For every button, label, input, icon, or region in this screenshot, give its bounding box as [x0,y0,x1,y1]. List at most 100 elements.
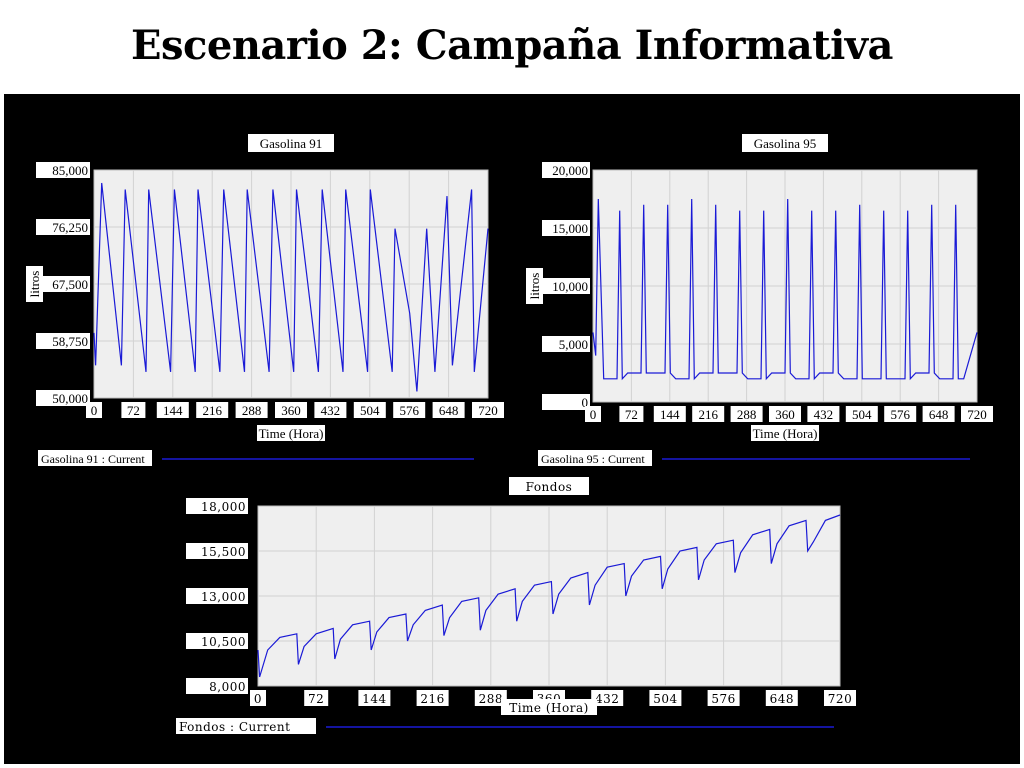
x-tick-label: 432 [595,692,619,706]
legend-label: Gasolina 95 : Current [541,452,645,466]
y-tick-label: 15,500 [201,545,246,559]
x-tick-label: 72 [308,692,324,706]
x-tick-label: 720 [478,403,498,418]
series-line-0 [93,182,489,392]
x-tick-box [196,402,229,418]
x-tick-label: 504 [852,407,872,422]
y-tick-label: 18,000 [201,500,246,514]
x-axis-label-box [257,425,325,441]
y-tick-label: 76,250 [52,220,88,235]
x-tick-box [304,690,329,706]
y-tick-box [542,162,590,178]
y-tick-box [186,588,248,604]
series-line-0 [257,514,841,678]
x-tick-label: 360 [775,407,795,422]
y-tick-label: 20,000 [552,163,588,178]
chart-panel: Gasolina 91 85,000 76,250 67,500 58,750 50,00… [4,94,1020,764]
chart-title: Gasolina 95 [754,136,816,151]
x-tick-box [769,406,801,422]
chart-title-box [509,477,589,495]
legend-box [38,450,152,466]
x-tick-box [393,402,426,418]
x-tick-label: 288 [479,692,503,706]
x-tick-label: 576 [711,692,735,706]
x-tick-box [156,402,189,418]
y-tick-label: 0 [582,395,589,410]
x-tick-label: 648 [770,692,794,706]
x-tick-box [474,690,507,706]
x-tick-box [250,690,266,706]
x-tick-label: 216 [202,403,222,418]
y-tick-box [186,633,248,649]
y-tick-box [542,394,590,410]
charts-canvas: Gasolina 91 85,000 76,250 67,500 58,750 50,00… [26,134,993,734]
x-tick-label: 0 [91,403,98,418]
series-line-0 [592,198,978,381]
x-axis-label-box [751,425,819,441]
x-tick-box [314,402,347,418]
x-tick-box [591,690,624,706]
x-tick-box [275,402,307,418]
y-tick-label: 50,000 [52,391,88,406]
x-tick-label: 144 [660,407,680,422]
x-tick-box [765,690,798,706]
x-tick-box [649,690,682,706]
x-tick-box [472,402,504,418]
x-tick-box [922,406,955,422]
x-tick-box [707,690,740,706]
x-tick-label: 504 [360,403,380,418]
chart-title-box [742,134,828,152]
chart-title: Fondos [526,480,573,494]
x-tick-box [585,406,601,422]
x-tick-label: 144 [163,403,183,418]
x-tick-label: 648 [929,407,949,422]
legend-box [176,718,316,734]
slide-title: Escenario 2: Campaña Informativa [131,22,893,69]
x-tick-label: 288 [242,403,262,418]
legend-box [538,450,652,466]
chart-title: Gasolina 91 [260,136,322,151]
x-tick-label: 216 [698,407,718,422]
fondos-chart: Fondos 18,000 15,500 13,000 10,500 8,000 0 72 14… [176,477,856,734]
y-tick-label: 10,000 [552,279,588,294]
y-tick-label: 67,500 [52,277,88,292]
chart-title-box [248,134,334,152]
x-tick-label: 576 [399,403,419,418]
legend-label: Fondos : Current [179,720,290,734]
x-tick-label: 0 [254,692,262,706]
x-tick-label: 144 [362,692,386,706]
y-tick-label: 85,000 [52,163,88,178]
y-tick-label: 8,000 [209,680,246,694]
x-tick-box [121,402,146,418]
x-tick-box [86,402,102,418]
x-tick-label: 648 [439,403,459,418]
y-tick-label: 13,000 [201,590,246,604]
x-tick-label: 720 [828,692,852,706]
legend-label: Gasolina 91 : Current [41,452,145,466]
x-tick-label: 576 [890,407,910,422]
y-tick-box [542,220,590,236]
g95-chart: Gasolina 95 20,000 15,000 10,000 5,000 00 72 14… [526,134,993,466]
y-tick-box [186,678,248,694]
y-tick-box [36,276,90,292]
y-tick-label: 5,000 [559,337,588,352]
x-tick-label: 288 [737,407,757,422]
x-tick-box [416,690,449,706]
x-tick-box [824,690,856,706]
y-tick-box [542,336,590,352]
x-tick-box [353,402,386,418]
x-tick-label: 720 [967,407,987,422]
x-tick-box [845,406,878,422]
y-tick-label: 15,000 [552,221,588,236]
x-tick-label: 72 [625,407,638,422]
x-tick-box [884,406,917,422]
y-tick-box [186,543,248,559]
x-tick-box [807,406,840,422]
y-tick-box [542,278,590,294]
x-tick-box [692,406,725,422]
x-tick-box [432,402,465,418]
y-tick-label: 58,750 [52,334,88,349]
x-axis-label-box [501,699,597,715]
y-tick-box [36,333,90,349]
x-tick-label: 0 [590,407,597,422]
